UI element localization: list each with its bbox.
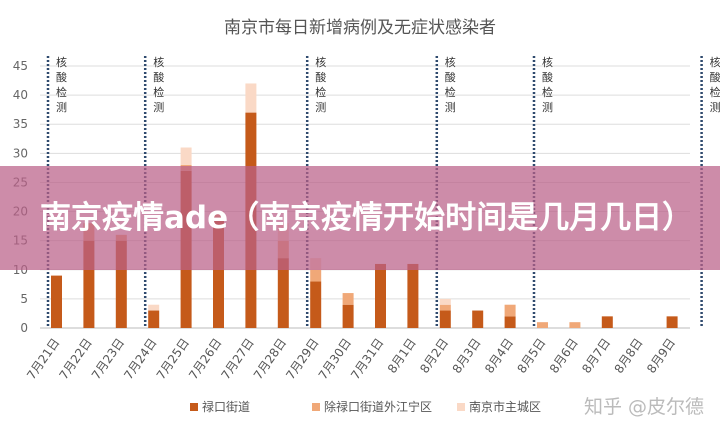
bar-禄口街道 <box>439 310 451 328</box>
bar-禄口街道 <box>472 310 484 328</box>
bar-禄口街道 <box>310 281 322 328</box>
watermark: 知乎 @皮尔德 <box>583 396 704 418</box>
chart-title: 南京市每日新增病例及无症状感染者 <box>224 18 496 38</box>
x-tick-label: 8月7日 <box>579 336 613 376</box>
bar-禄口街道 <box>342 304 354 328</box>
bar-南京市主城区 <box>180 147 192 165</box>
nucleic-test-label: 核酸检测 <box>542 56 553 114</box>
x-tick-label: 8月3日 <box>450 336 484 376</box>
bar-禄口街道 <box>213 217 224 328</box>
x-tick-label: 8月5日 <box>514 336 548 376</box>
legend-label: 南京市主城区 <box>469 399 541 414</box>
y-tick-label: 35 <box>13 117 28 131</box>
y-tick-label: 45 <box>13 59 28 73</box>
legend-swatch <box>457 403 465 411</box>
legend-swatch <box>190 403 198 411</box>
x-tick-label: 8月6日 <box>547 336 581 376</box>
x-tick-label: 7月31日 <box>348 336 386 382</box>
bar-禄口街道 <box>601 316 613 328</box>
bar-禄口街道 <box>504 316 516 328</box>
bar-除禄口街道外江宁区 <box>569 322 581 328</box>
bar-南京市主城区 <box>439 298 451 305</box>
bar-禄口街道 <box>666 316 678 328</box>
legend-label: 除禄口街道外江宁区 <box>324 399 432 414</box>
bar-除禄口街道外江宁区 <box>310 269 322 282</box>
x-tick-label: 8月1日 <box>385 336 419 376</box>
bar-南京市主城区 <box>245 83 257 113</box>
y-tick-label: 5 <box>20 292 28 306</box>
bar-除禄口街道外江宁区 <box>342 293 354 305</box>
bar-南京市主城区 <box>148 304 160 311</box>
legend-label: 禄口街道 <box>202 399 250 414</box>
bar-禄口街道 <box>148 310 160 328</box>
nucleic-test-label: 核酸检测 <box>153 56 165 114</box>
banner-text: 南京疫情ade（南京疫情开始时间是几月几日） <box>40 200 694 236</box>
x-tick-label: 8月2日 <box>417 336 451 376</box>
x-tick-label: 8月8日 <box>612 336 646 376</box>
x-tick-label: 8月9日 <box>644 336 678 376</box>
nucleic-test-label: 核酸检测 <box>56 56 67 114</box>
nucleic-test-label: 核酸检测 <box>315 56 327 114</box>
y-tick-label: 40 <box>13 88 28 102</box>
bar-除禄口街道外江宁区 <box>504 304 516 317</box>
bar-禄口街道 <box>83 240 95 328</box>
bar-除禄口街道外江宁区 <box>537 322 548 328</box>
nucleic-test-label: 核酸检测 <box>444 56 456 114</box>
x-tick-label: 8月4日 <box>482 336 516 376</box>
bar-禄口街道 <box>51 275 62 328</box>
bar-禄口街道 <box>407 263 419 328</box>
bar-除禄口街道外江宁区 <box>439 304 451 311</box>
bar-禄口街道 <box>375 263 386 328</box>
title-banner: 南京疫情ade（南京疫情开始时间是几月几日） <box>0 166 720 270</box>
legend-swatch <box>312 403 320 411</box>
bar-禄口街道 <box>115 240 127 328</box>
y-tick-label: 0 <box>20 321 28 335</box>
y-tick-label: 30 <box>13 146 28 160</box>
bar-禄口街道 <box>277 258 289 328</box>
nucleic-test-label: 核酸检测 <box>709 56 720 114</box>
